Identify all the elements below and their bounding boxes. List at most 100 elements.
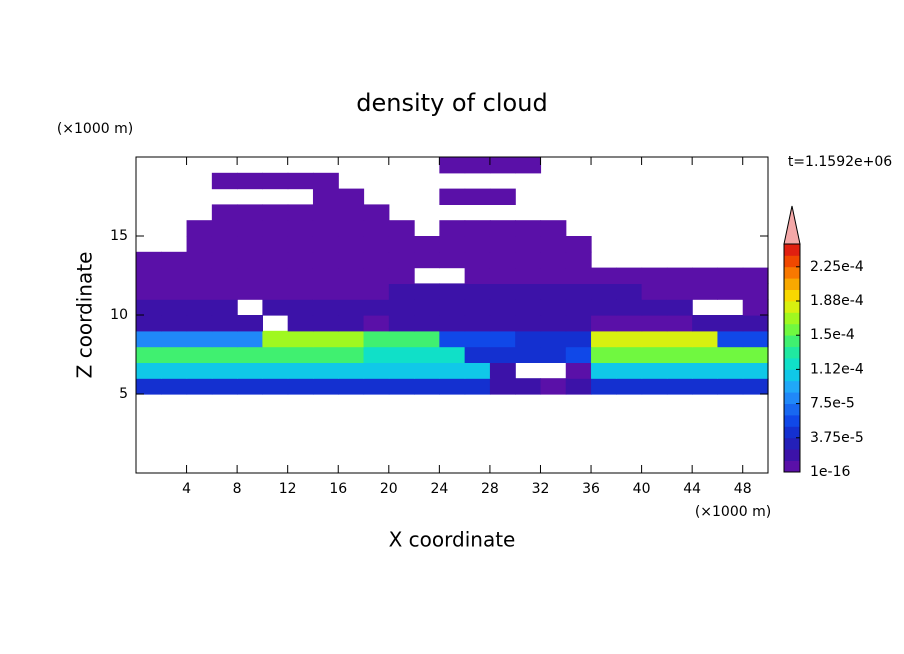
contour-cell: [515, 330, 542, 348]
contour-cell: [388, 220, 415, 237]
colorbar-swatch: [784, 346, 800, 359]
colorbar-swatch: [784, 289, 800, 302]
contour-cell: [591, 315, 617, 332]
y-tick-label: 15: [110, 228, 128, 244]
contour-cell: [666, 283, 693, 300]
colorbar-swatch: [784, 278, 800, 290]
contour-cell: [692, 267, 719, 284]
contour-cell: [439, 378, 466, 395]
contour-cell: [237, 346, 263, 363]
contour-cell: [237, 267, 263, 284]
contour-cell: [262, 362, 289, 379]
colorbar-swatch: [784, 255, 800, 268]
contour-cell: [742, 267, 769, 284]
contour-cell: [262, 330, 289, 348]
contour-cell: [388, 283, 415, 300]
contour-cell: [540, 267, 567, 284]
contour-cell: [540, 283, 567, 300]
contour-cell: [161, 251, 188, 269]
contour-cell: [287, 346, 314, 363]
contour-field: [136, 157, 769, 395]
contour-cell: [540, 330, 567, 348]
contour-cell: [565, 236, 592, 253]
contour-cell: [287, 283, 314, 300]
contour-cell: [515, 378, 542, 395]
contour-cell: [489, 299, 516, 316]
contour-cell: [515, 315, 542, 332]
contour-cell: [616, 346, 643, 363]
contour-cell: [616, 267, 643, 284]
contour-cell: [666, 362, 693, 379]
contour-cell: [591, 378, 617, 395]
contour-cell: [489, 378, 516, 395]
contour-cell: [338, 330, 365, 348]
contour-cell: [237, 315, 263, 332]
contour-cell: [287, 378, 314, 395]
contour-cell: [136, 362, 162, 379]
contour-cell: [414, 236, 440, 253]
contour-cell: [237, 204, 263, 221]
y-axis-label: Z coordinate: [73, 252, 97, 379]
contour-cell: [388, 346, 415, 363]
contour-cell: [464, 251, 491, 269]
colorbar-swatch: [784, 323, 800, 336]
contour-cell: [388, 330, 415, 348]
contour-cell: [338, 299, 365, 316]
contour-cell: [641, 283, 668, 300]
contour-cell: [540, 299, 567, 316]
contour-cell: [287, 172, 314, 190]
contour-cell: [439, 188, 466, 205]
contour-cell: [338, 236, 365, 253]
contour-cell: [237, 378, 263, 395]
contour-cell: [515, 267, 542, 284]
contour-cell: [666, 378, 693, 395]
contour-cell: [287, 267, 314, 284]
x-tick-label: 36: [582, 481, 600, 497]
contour-cell: [312, 188, 339, 205]
colorbar-swatch: [784, 369, 800, 382]
contour-cell: [363, 267, 390, 284]
contour-cell: [540, 220, 567, 237]
contour-cell: [641, 315, 668, 332]
contour-cell: [717, 362, 744, 379]
contour-cell: [439, 251, 466, 269]
colorbar-swatch: [784, 426, 800, 439]
contour-cell: [565, 346, 592, 363]
colorbar-tick-label: 1.12e-4: [810, 361, 864, 377]
contour-cell: [388, 378, 415, 395]
contour-cell: [616, 362, 643, 379]
contour-cell: [388, 362, 415, 379]
contour-cell: [312, 283, 339, 300]
contour-cell: [186, 362, 213, 379]
contour-cell: [742, 315, 769, 332]
contour-cell: [287, 236, 314, 253]
contour-cell: [692, 378, 719, 395]
contour-cell: [388, 315, 415, 332]
contour-cell: [136, 283, 162, 300]
colorbar-swatch: [784, 392, 800, 404]
contour-cell: [338, 362, 365, 379]
contour-cell: [287, 330, 314, 348]
contour-cell: [262, 378, 289, 395]
x-tick-label: 4: [182, 481, 191, 497]
contour-cell: [591, 267, 617, 284]
contour-cell: [363, 251, 390, 269]
contour-cell: [742, 378, 769, 395]
contour-cell: [262, 172, 289, 190]
contour-cell: [439, 315, 466, 332]
contour-cell: [666, 315, 693, 332]
contour-cell: [211, 251, 238, 269]
contour-cell: [287, 299, 314, 316]
contour-cell: [464, 315, 491, 332]
contour-cell: [591, 362, 617, 379]
contour-cell: [262, 267, 289, 284]
contour-cell: [414, 299, 440, 316]
x-tick-label: 16: [329, 481, 347, 497]
x-tick-label: 32: [532, 481, 550, 497]
contour-cell: [692, 283, 719, 300]
contour-cell: [515, 251, 542, 269]
contour-cell: [287, 362, 314, 379]
x-tick-label: 48: [734, 481, 752, 497]
x-tick-label: 28: [481, 481, 499, 497]
contour-cell: [515, 299, 542, 316]
